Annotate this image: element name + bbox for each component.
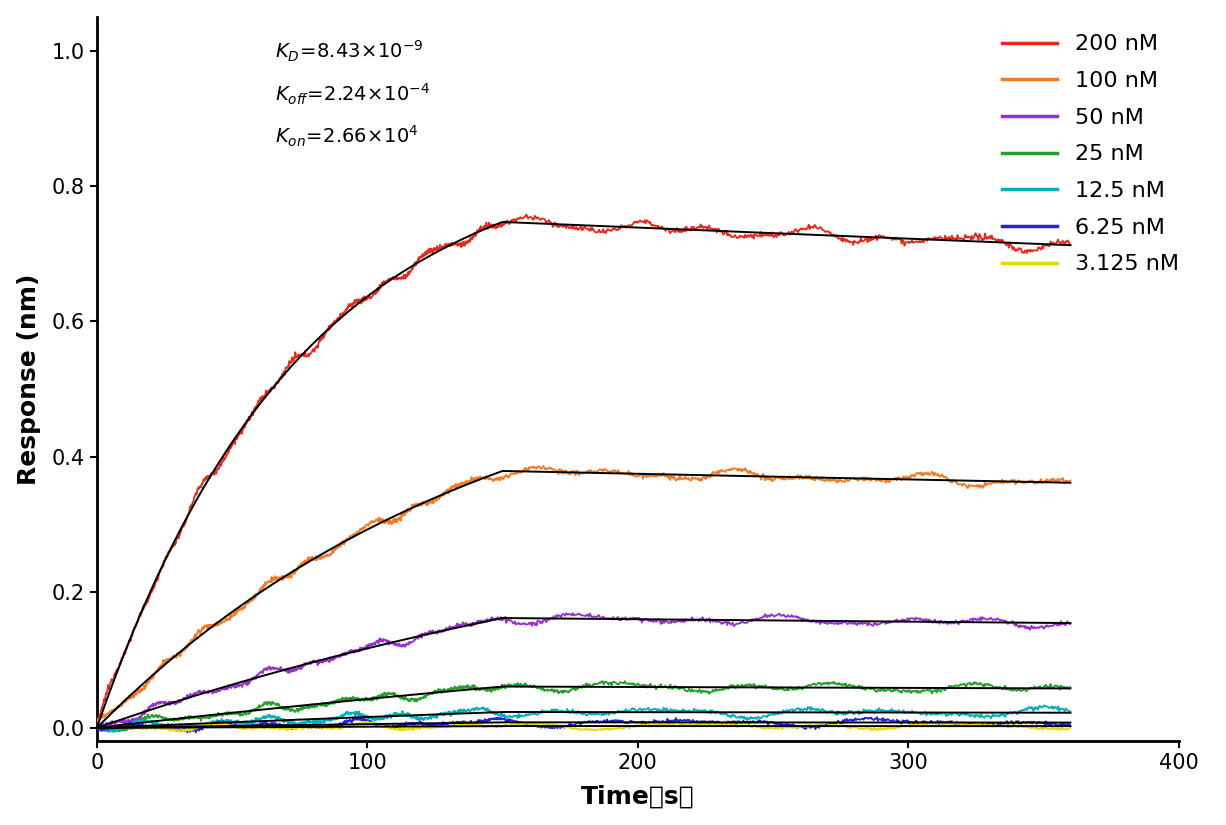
50 nM (91, 723, 105, 733)
6.25 nM (89, 723, 104, 733)
Line: 3.125 nM: 3.125 nM (97, 722, 1070, 732)
12.5 nM (282, 718, 297, 728)
50 nM (949, 615, 964, 625)
200 nM (349, 297, 364, 307)
3.125 nM (1063, 723, 1078, 733)
25 nM (1063, 682, 1078, 692)
3.125 nM (173, 727, 188, 737)
25 nM (595, 676, 609, 686)
X-axis label: Time（s）: Time（s） (581, 785, 694, 808)
12.5 nM (1036, 700, 1051, 710)
50 nM (123, 718, 137, 728)
3.125 nM (752, 721, 766, 731)
3.125 nM (282, 723, 297, 733)
200 nM (519, 210, 533, 219)
200 nM (641, 216, 656, 226)
100 nM (282, 571, 297, 581)
100 nM (641, 469, 656, 479)
50 nM (89, 721, 104, 731)
100 nM (1063, 475, 1078, 485)
Line: 25 nM: 25 nM (97, 681, 1070, 732)
6.25 nM (1063, 721, 1078, 731)
Line: 100 nM: 100 nM (97, 466, 1070, 721)
25 nM (89, 724, 104, 733)
200 nM (89, 724, 104, 733)
Legend: 200 nM, 100 nM, 50 nM, 25 nM, 12.5 nM, 6.25 nM, 3.125 nM: 200 nM, 100 nM, 50 nM, 25 nM, 12.5 nM, 6… (996, 28, 1186, 281)
Line: 6.25 nM: 6.25 nM (97, 717, 1070, 733)
25 nM (349, 694, 364, 704)
12.5 nM (102, 727, 116, 737)
3.125 nM (360, 717, 375, 727)
12.5 nM (1063, 706, 1078, 716)
50 nM (282, 664, 297, 674)
6.25 nM (752, 715, 766, 725)
100 nM (536, 461, 550, 471)
25 nM (282, 704, 297, 714)
6.25 nM (641, 717, 656, 727)
50 nM (642, 615, 657, 625)
100 nM (89, 716, 104, 726)
12.5 nM (123, 719, 137, 728)
100 nM (349, 529, 364, 539)
Line: 50 nM: 50 nM (97, 613, 1070, 728)
100 nM (752, 470, 766, 480)
6.25 nM (189, 728, 204, 738)
200 nM (752, 232, 766, 242)
Y-axis label: Response (nm): Response (nm) (17, 273, 40, 485)
50 nM (1063, 619, 1078, 629)
3.125 nM (123, 724, 137, 733)
3.125 nM (642, 719, 657, 729)
Text: $K_D\!=\!8.43\!\times\!10^{-9}$
$K_{off}\!=\!2.24\!\times\!10^{-4}$
$K_{on}\!=\!: $K_D\!=\!8.43\!\times\!10^{-9}$ $K_{off}… (276, 39, 430, 149)
12.5 nM (89, 724, 104, 733)
25 nM (113, 727, 128, 737)
12.5 nM (349, 707, 364, 717)
50 nM (565, 608, 580, 618)
100 nM (123, 693, 137, 703)
6.25 nM (349, 714, 364, 724)
25 nM (123, 723, 137, 733)
200 nM (948, 233, 962, 243)
50 nM (349, 646, 364, 656)
12.5 nM (641, 703, 656, 713)
200 nM (282, 356, 297, 366)
6.25 nM (869, 712, 884, 722)
6.25 nM (282, 722, 297, 732)
6.25 nM (949, 719, 964, 729)
25 nM (752, 681, 766, 691)
3.125 nM (349, 719, 364, 728)
12.5 nM (752, 712, 766, 722)
100 nM (948, 475, 962, 485)
200 nM (1063, 240, 1078, 250)
6.25 nM (123, 717, 137, 727)
Line: 200 nM: 200 nM (97, 214, 1070, 728)
50 nM (752, 613, 766, 623)
3.125 nM (949, 719, 964, 728)
200 nM (123, 636, 137, 646)
25 nM (642, 680, 657, 690)
Line: 12.5 nM: 12.5 nM (97, 705, 1070, 732)
12.5 nM (948, 708, 962, 718)
25 nM (949, 681, 964, 691)
3.125 nM (89, 724, 104, 733)
